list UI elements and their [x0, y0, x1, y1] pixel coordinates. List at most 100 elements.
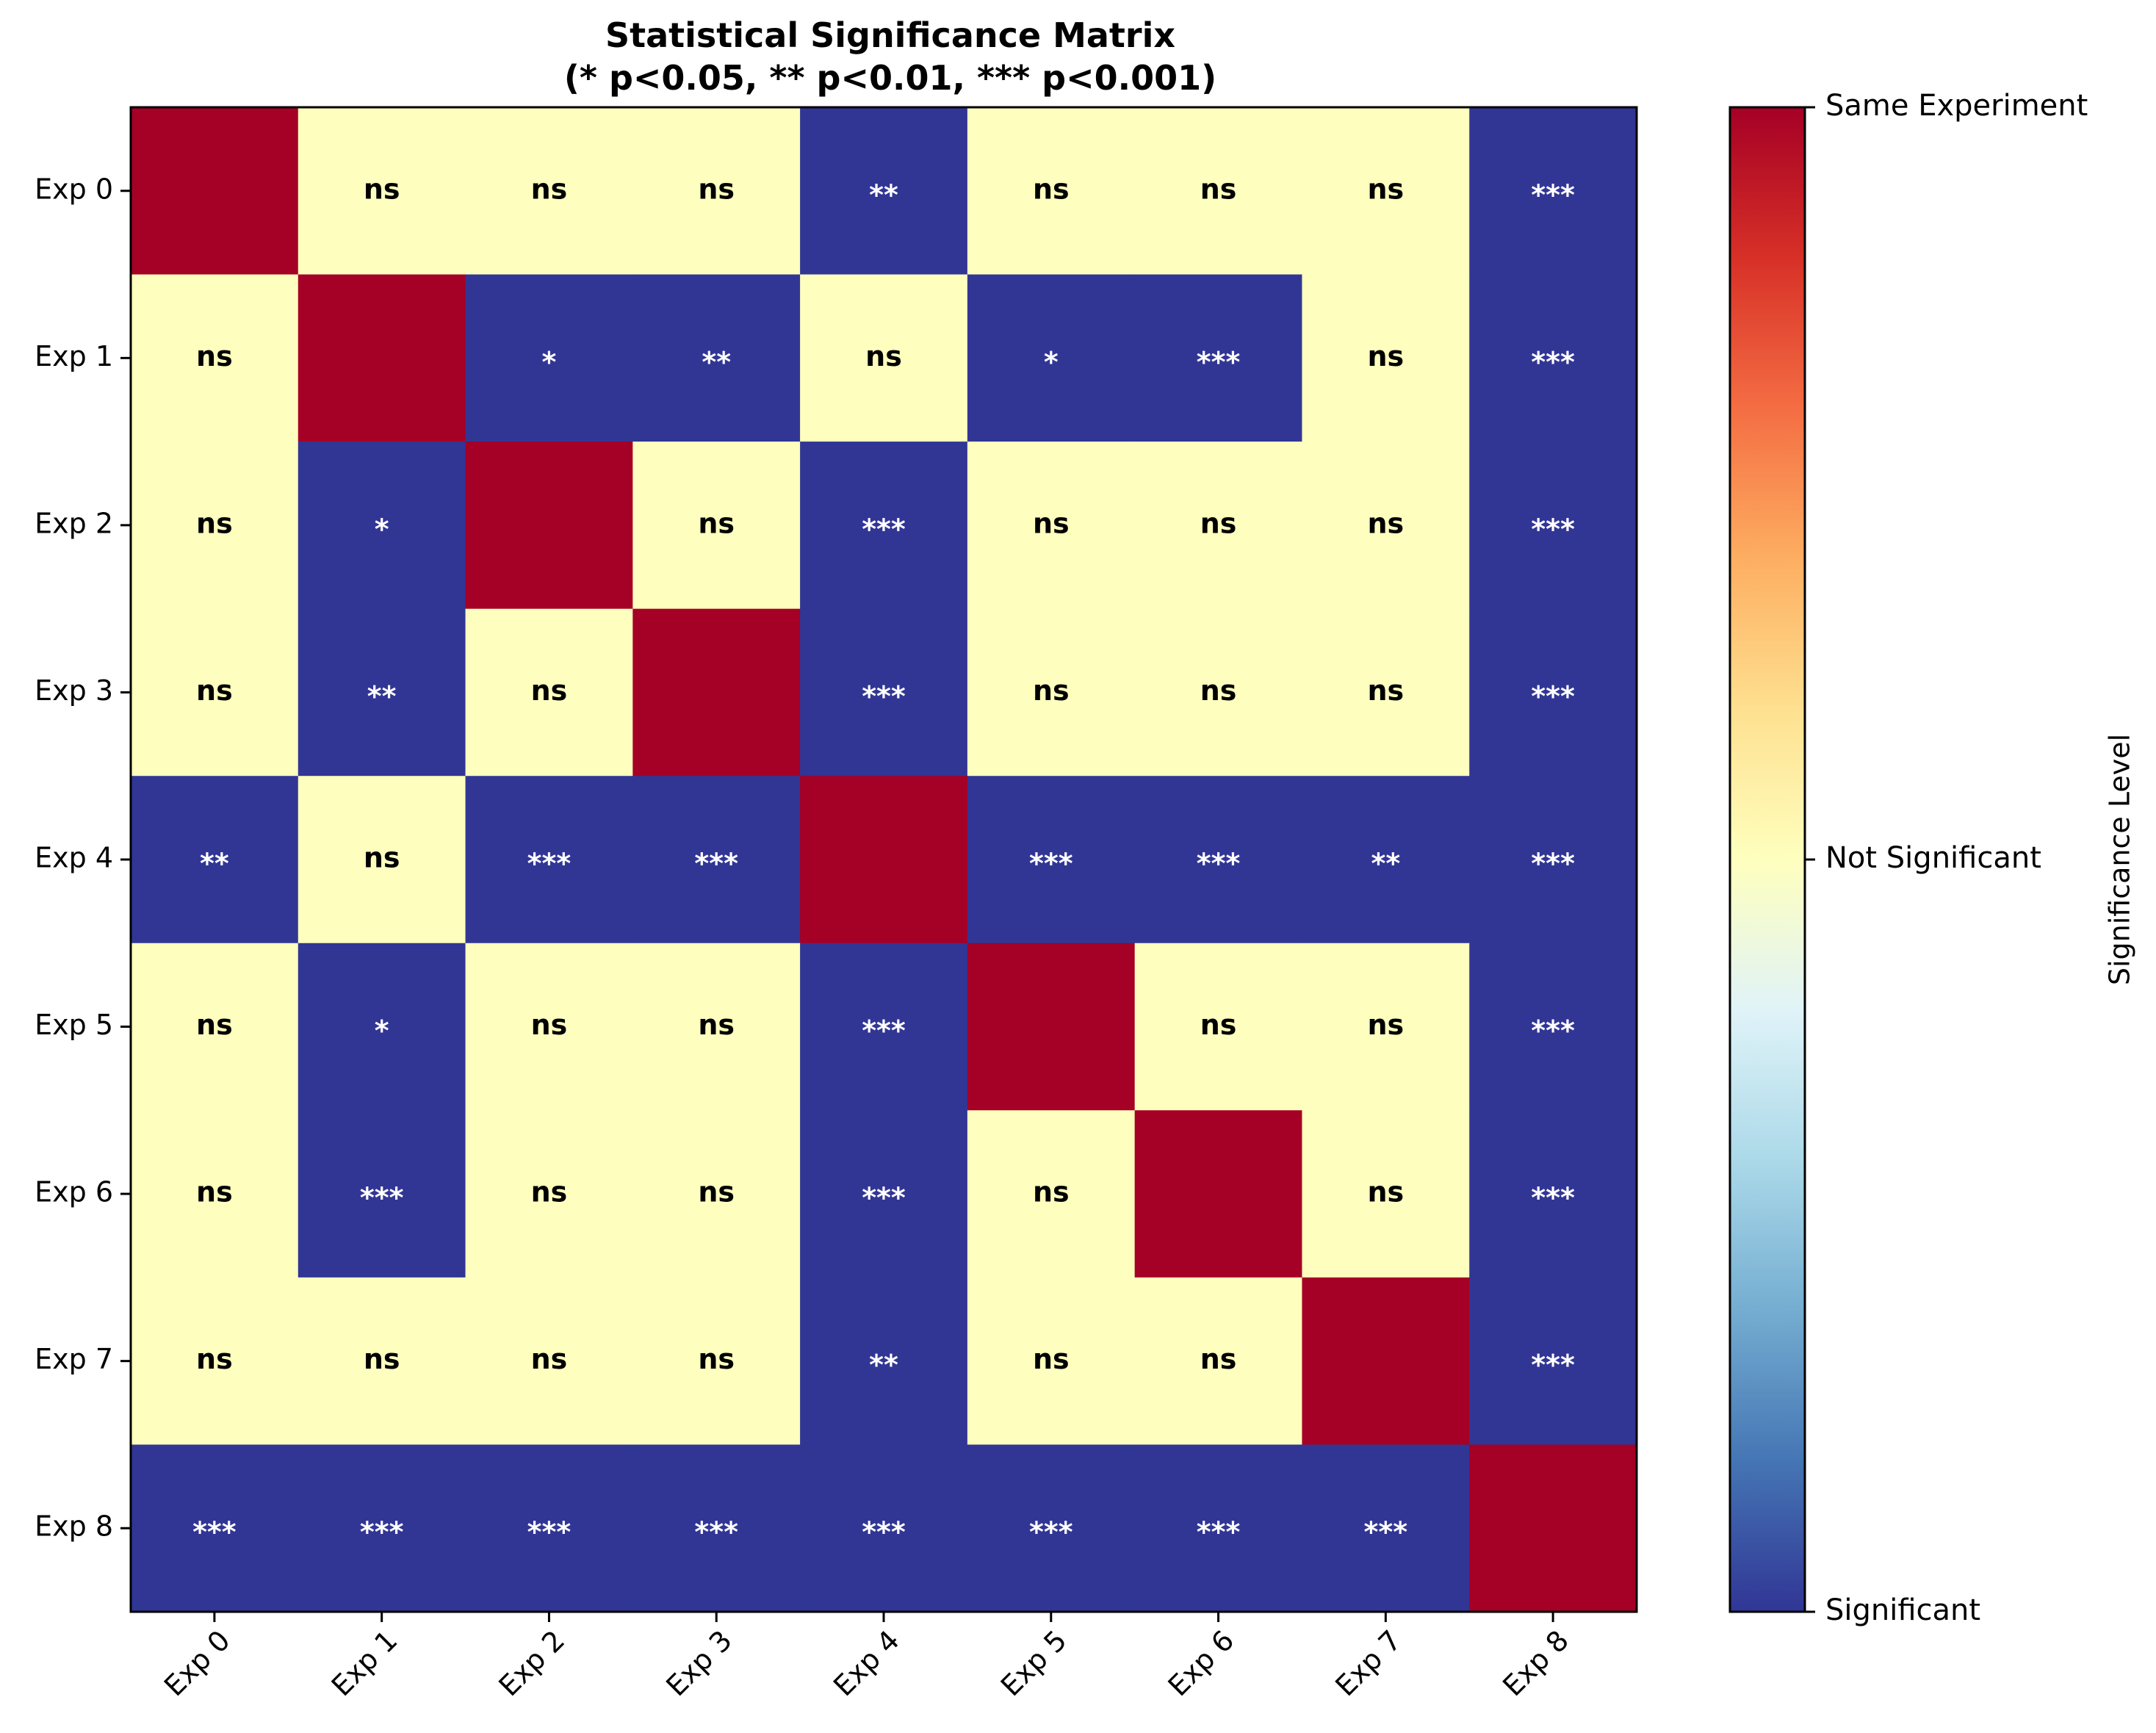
cell-annotation-2-6: ns	[1200, 507, 1237, 539]
heatmap-cell-2-6	[1134, 442, 1303, 610]
cell-annotation-0-5: ns	[1033, 173, 1070, 205]
heatmap-cell-5-5	[967, 943, 1136, 1111]
heatmap-cell-4-2	[465, 776, 633, 944]
colorbar-tick-label-1: Not Significant	[1825, 841, 2041, 875]
colorbar-label: Significance Level	[2104, 734, 2136, 985]
x-tick-label-3: Exp 3	[660, 1624, 738, 1703]
heatmap-cell-3-7	[1302, 608, 1470, 777]
heatmap-cell-6-2	[465, 1110, 633, 1278]
cell-annotation-5-0: ns	[196, 1009, 233, 1041]
heatmap-cell-3-5	[967, 608, 1136, 777]
cell-annotation-8-4: ***	[862, 1516, 906, 1549]
heatmap-cell-6-4	[800, 1110, 968, 1278]
y-tick-label-8: Exp 8	[35, 1510, 113, 1543]
cell-annotation-1-3: **	[702, 346, 731, 378]
cell-annotation-3-5: ns	[1033, 674, 1070, 707]
cell-annotation-8-1: ***	[360, 1516, 404, 1549]
heatmap-cell-6-3	[632, 1110, 801, 1278]
heatmap-cell-2-0	[131, 442, 299, 610]
heatmap-cell-7-3	[632, 1277, 801, 1446]
heatmap-cell-6-8	[1469, 1110, 1637, 1278]
heatmap-cell-8-1	[298, 1444, 466, 1613]
heatmap-cell-1-6	[1134, 274, 1303, 442]
cell-annotation-2-1: *	[375, 513, 389, 545]
heatmap-cell-4-4	[800, 776, 968, 944]
heatmap-cell-5-3	[632, 943, 801, 1111]
cell-annotation-0-2: ns	[531, 173, 568, 205]
cell-annotation-1-6: ***	[1197, 346, 1241, 378]
cell-annotation-8-0: ***	[192, 1516, 237, 1549]
heatmap-cell-5-7	[1302, 943, 1470, 1111]
cell-annotation-2-3: ns	[698, 507, 735, 539]
y-tick-label-4: Exp 4	[35, 842, 113, 874]
y-tick-label-3: Exp 3	[35, 674, 113, 707]
heatmap-cell-4-7	[1302, 776, 1470, 944]
heatmap-cell-2-4	[800, 442, 968, 610]
chart-title-line-2: (* p<0.05, ** p<0.01, *** p<0.001)	[564, 58, 1216, 98]
heatmap-cell-8-7	[1302, 1444, 1470, 1613]
heatmap-cell-3-2	[465, 608, 633, 777]
cell-annotation-6-8: ***	[1531, 1182, 1575, 1214]
cell-annotation-1-5: *	[1044, 346, 1059, 378]
y-axis-ticks: Exp 0 Exp 1 Exp 2 Exp 3 Exp 4 Exp 5 Exp 6 Exp 7…	[35, 173, 131, 1543]
cell-annotation-3-8: ***	[1531, 680, 1575, 713]
cell-annotation-2-5: ns	[1033, 507, 1070, 539]
colorbar-tick-label-2: Same Experiment	[1825, 89, 2088, 123]
heatmap-cell-4-0	[131, 776, 299, 944]
heatmap-cell-0-6	[1134, 107, 1303, 275]
cell-annotation-1-8: ***	[1531, 346, 1575, 378]
cell-annotation-3-1: **	[367, 680, 397, 713]
heatmap-cell-0-8	[1469, 107, 1637, 275]
heatmap-cell-8-6	[1134, 1444, 1303, 1613]
cell-annotation-2-0: ns	[196, 507, 233, 539]
heatmap-cell-4-8	[1469, 776, 1637, 944]
heatmap-cell-6-6	[1134, 1110, 1303, 1278]
heatmap-cell-5-6	[1134, 943, 1303, 1111]
heatmap-cell-1-8	[1469, 274, 1637, 442]
heatmap-cell-1-5	[967, 274, 1136, 442]
heatmap-cell-1-1	[298, 274, 466, 442]
heatmap-cell-4-3	[632, 776, 801, 944]
cell-annotation-8-6: ***	[1197, 1516, 1241, 1549]
heatmap-cell-4-6	[1134, 776, 1303, 944]
cell-annotation-6-2: ns	[531, 1176, 568, 1208]
heatmap-cell-3-4	[800, 608, 968, 777]
cell-annotation-5-4: ***	[862, 1015, 906, 1047]
x-tick-label-0: Exp 0	[158, 1624, 237, 1703]
cell-annotation-0-6: ns	[1200, 173, 1237, 205]
y-tick-label-6: Exp 6	[35, 1176, 113, 1208]
heatmap-cell-0-0	[131, 107, 299, 275]
heatmap-cell-5-8	[1469, 943, 1637, 1111]
heatmap-cell-3-1	[298, 608, 466, 777]
cell-annotation-0-3: ns	[698, 173, 735, 205]
heatmap-cell-7-4	[800, 1277, 968, 1446]
cell-annotation-4-0: **	[200, 848, 229, 880]
cell-annotation-4-5: ***	[1029, 848, 1073, 880]
heatmap-cell-5-0	[131, 943, 299, 1111]
heatmap-cell-4-1	[298, 776, 466, 944]
heatmap-cell-8-8	[1469, 1444, 1637, 1613]
x-tick-label-1: Exp 1	[325, 1624, 404, 1703]
heatmap-cell-1-0	[131, 274, 299, 442]
cell-annotation-6-0: ns	[196, 1176, 233, 1208]
cell-annotation-8-3: ***	[694, 1516, 738, 1549]
heatmap-cell-8-3	[632, 1444, 801, 1613]
cell-annotation-4-2: ***	[527, 848, 572, 880]
y-tick-label-0: Exp 0	[35, 173, 113, 205]
x-tick-label-6: Exp 6	[1162, 1624, 1241, 1703]
heatmap-cell-2-8	[1469, 442, 1637, 610]
x-tick-label-2: Exp 2	[493, 1624, 572, 1703]
cell-annotation-7-6: ns	[1200, 1343, 1237, 1375]
x-tick-label-5: Exp 5	[995, 1624, 1073, 1703]
cell-annotation-7-1: ns	[364, 1343, 400, 1375]
heatmap-cell-0-2	[465, 107, 633, 275]
cell-annotation-5-7: ns	[1367, 1009, 1404, 1041]
heatmap-cell-8-5	[967, 1444, 1136, 1613]
cell-annotation-4-6: ***	[1197, 848, 1241, 880]
cell-annotation-7-2: ns	[531, 1343, 568, 1375]
cell-annotation-7-5: ns	[1033, 1343, 1070, 1375]
cell-annotation-0-7: ns	[1367, 173, 1404, 205]
chart-title-line-1: Statistical Significance Matrix	[605, 15, 1175, 55]
cell-annotation-5-8: ***	[1531, 1015, 1575, 1047]
heatmap-cell-7-2	[465, 1277, 633, 1446]
